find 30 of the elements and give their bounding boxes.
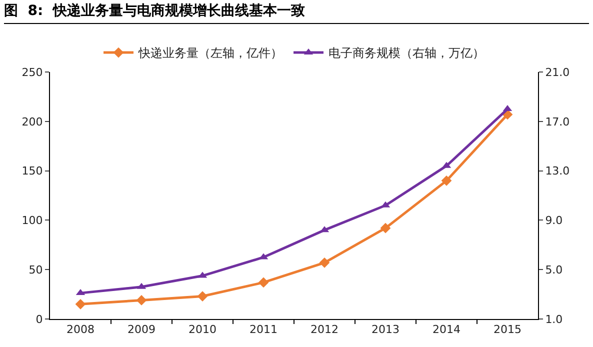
legend-label: 电子商务规模（右轴，万亿） [328, 46, 484, 60]
x-tick-label: 2010 [188, 323, 216, 336]
point [258, 277, 269, 288]
point [197, 291, 208, 302]
point [136, 295, 147, 306]
x-tick-label: 2015 [494, 323, 522, 336]
point [380, 222, 391, 234]
y-tick-label: 200 [22, 115, 43, 128]
point [441, 175, 452, 186]
y2-tick-label: 17.0 [545, 115, 570, 128]
x-tick-label: 2008 [66, 323, 94, 336]
chart-title: 图 8: 快递业务量与电商规模增长曲线基本一致 [4, 2, 589, 24]
x-tick-label: 2013 [372, 323, 400, 336]
y-tick-label: 150 [22, 164, 43, 178]
y-tick-label: 0 [36, 312, 43, 326]
legend-label: 快递业务量（左轴，亿件） [138, 46, 282, 60]
point [319, 257, 330, 268]
y2-tick-label: 9.0 [545, 214, 563, 228]
y-tick-label: 250 [22, 66, 43, 79]
x-tick-label: 2012 [310, 323, 338, 336]
y-tick-label: 50 [28, 263, 43, 276]
y-tick-label: 100 [22, 214, 43, 228]
y2-tick-label: 5.0 [545, 263, 563, 276]
x-tick-label: 2014 [432, 323, 460, 336]
x-tick-label: 2009 [128, 323, 156, 336]
point [75, 298, 86, 310]
y2-tick-label: 1.0 [545, 312, 563, 326]
x-tick-label: 2011 [250, 323, 278, 336]
y2-tick-label: 13.0 [545, 164, 570, 178]
y2-tick-label: 21.0 [545, 66, 570, 79]
